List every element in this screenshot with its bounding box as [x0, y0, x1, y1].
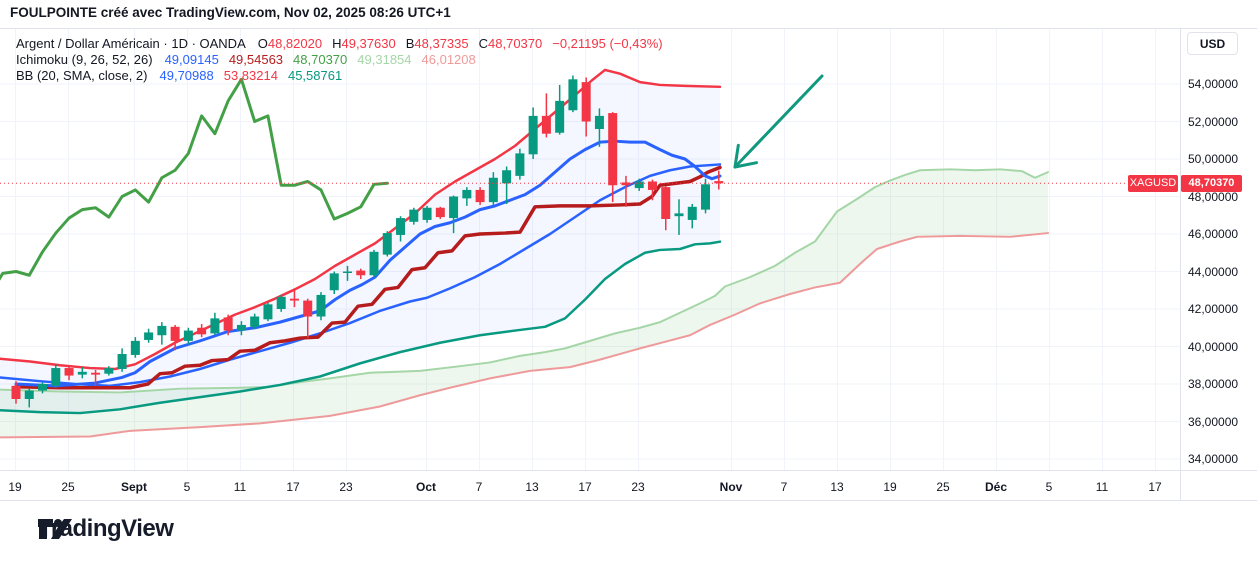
candle-body [608, 113, 618, 186]
candle-body [687, 206, 697, 220]
candle-body [130, 340, 140, 355]
candle-body [11, 385, 21, 399]
tradingview-logo-icon [38, 519, 72, 539]
candle-body [647, 181, 657, 190]
candle-body [157, 325, 167, 336]
candle-body [303, 300, 313, 317]
candle-body [674, 213, 684, 217]
senkou-b-line[interactable] [0, 232, 1049, 439]
candle-body [621, 182, 631, 186]
candle-body [594, 115, 604, 129]
tenkan-line[interactable] [14, 139, 722, 388]
candle-body [276, 296, 286, 309]
candle-body [329, 273, 339, 291]
candle-body [435, 207, 445, 218]
candle-body [661, 187, 671, 219]
candle-body [568, 79, 578, 111]
candle-body [289, 298, 299, 301]
candle-body [475, 189, 485, 203]
candle-body [488, 177, 498, 203]
candle-body [91, 372, 101, 375]
candle-body [236, 324, 246, 331]
tradingview-logo[interactable]: TradingView [38, 515, 174, 543]
candle-body [104, 368, 114, 374]
candle-body [449, 196, 459, 219]
chikou-line[interactable] [0, 77, 389, 295]
candle-body [409, 209, 419, 222]
candle-body [77, 371, 87, 375]
candle-body [502, 170, 512, 184]
candle-body [714, 181, 724, 184]
candle-body [263, 304, 273, 320]
candle-body [555, 100, 565, 133]
candle-body [701, 184, 711, 210]
candle-body [581, 82, 591, 122]
candle-body [462, 189, 472, 199]
senkou-a-line[interactable] [0, 168, 1049, 394]
candle-body [316, 294, 326, 317]
candle-body [144, 332, 154, 340]
candle-body [634, 181, 644, 189]
plot-area[interactable] [0, 28, 1180, 470]
candles [11, 75, 724, 408]
candle-body [223, 317, 233, 331]
candle-body [210, 318, 220, 334]
candle-body [422, 207, 432, 220]
candle-body [170, 326, 180, 341]
candle-body [541, 115, 551, 134]
candle-body [343, 271, 352, 273]
candle-body [369, 251, 379, 276]
candle-body [38, 384, 48, 391]
kijun-line[interactable] [14, 165, 722, 390]
candle-body [356, 270, 366, 276]
candle-body [24, 390, 34, 399]
bb-lower-line[interactable] [0, 240, 722, 415]
candle-body [382, 233, 392, 255]
currency-unit-button[interactable]: USD [1187, 32, 1238, 55]
candle-body [396, 218, 406, 235]
candle-body [64, 368, 74, 376]
candle-body [197, 327, 207, 335]
candle-body [250, 316, 260, 327]
candle-body [515, 153, 525, 176]
bb-upper-line[interactable] [0, 68, 722, 371]
candle-body [117, 354, 127, 369]
candle-body [51, 368, 61, 386]
arrow-annotation[interactable] [733, 74, 824, 169]
candle-body [183, 330, 193, 341]
candle-body [528, 115, 538, 155]
